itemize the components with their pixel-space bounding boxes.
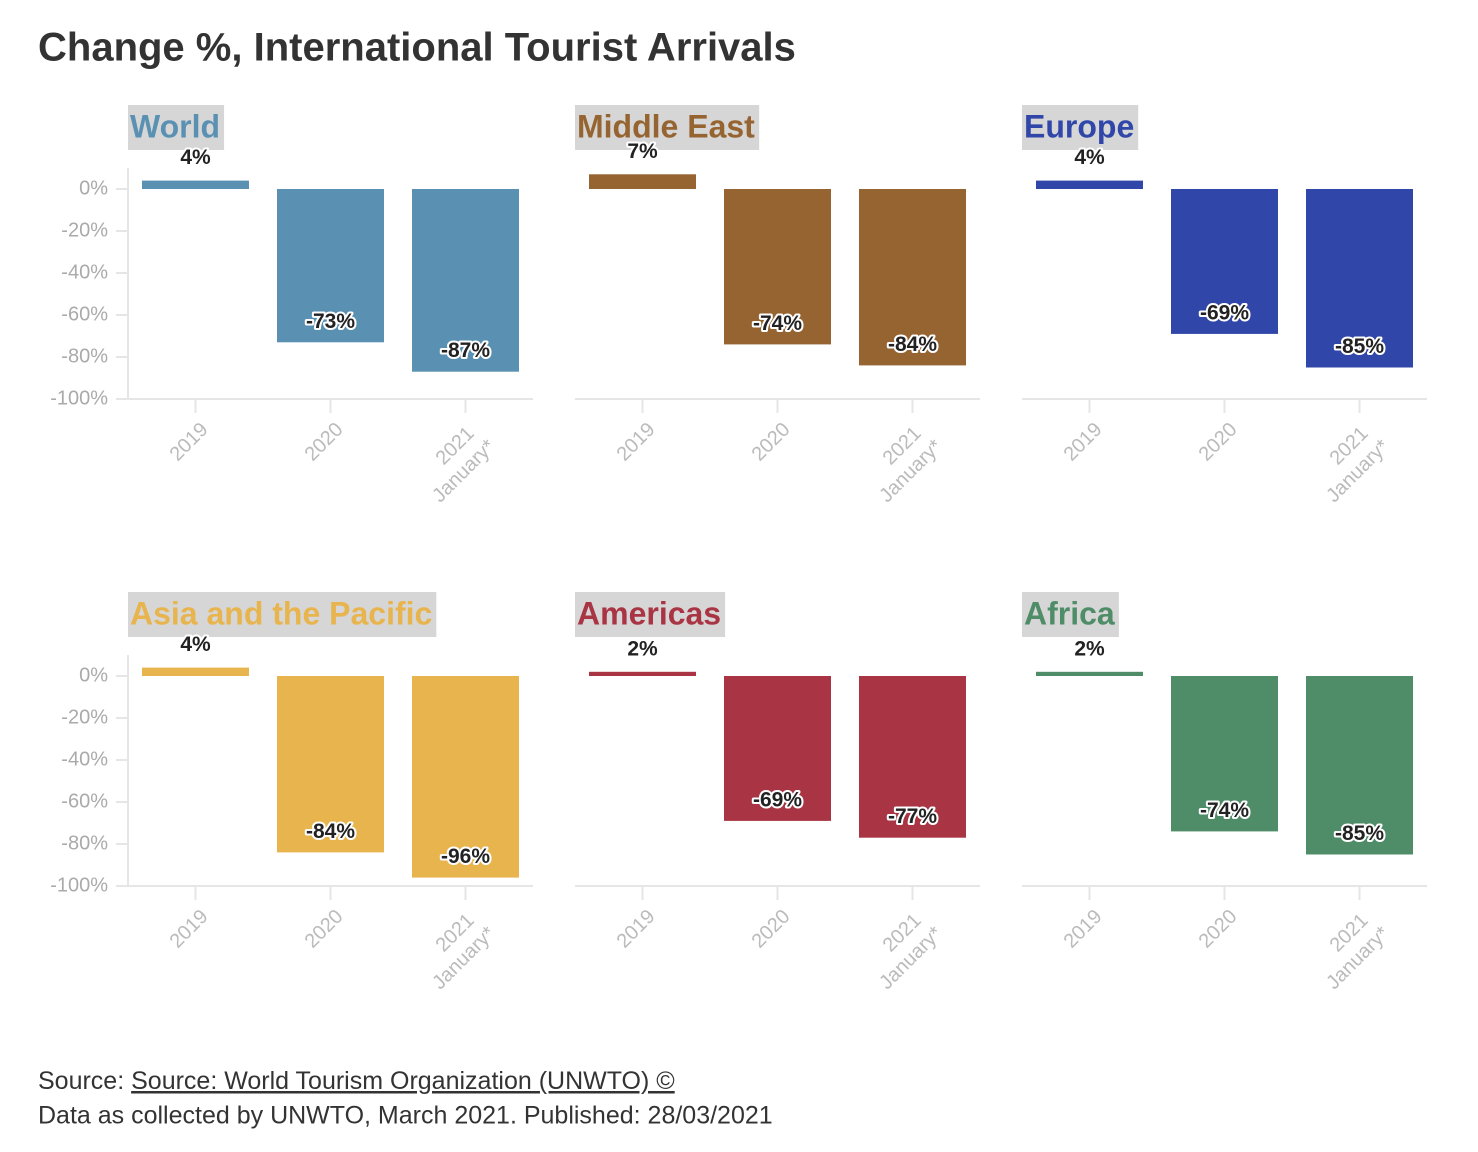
x-tick-label: 2021 January* — [1305, 419, 1393, 507]
x-tick-line: 2019 — [1060, 906, 1107, 953]
bar — [724, 676, 831, 821]
value-label: 2% — [1074, 637, 1105, 660]
bar — [1171, 189, 1278, 334]
bar — [142, 667, 249, 676]
panel-title: Africa — [1024, 595, 1115, 631]
y-tick-label: 0% — [79, 177, 108, 199]
value-label: 7% — [627, 140, 658, 163]
x-tick-label: 2019 — [1060, 906, 1107, 953]
x-tick-label: 2020 — [1195, 419, 1242, 466]
value-label: -84% — [888, 333, 937, 356]
panel-title: Middle East — [577, 108, 755, 144]
x-tick-line: 2019 — [1060, 419, 1107, 466]
x-tick-line: 2020 — [301, 419, 348, 466]
y-tick-label: -100% — [50, 387, 108, 409]
value-label: 4% — [180, 633, 211, 656]
value-label: -74% — [1200, 799, 1249, 822]
x-tick-line: 2020 — [301, 906, 348, 953]
x-tick-line: 2019 — [166, 906, 213, 953]
x-tick-label: 2021 January* — [858, 419, 946, 507]
bar — [142, 180, 249, 189]
y-tick-label: -20% — [61, 219, 108, 241]
x-tick-line: 2019 — [613, 906, 660, 953]
x-tick-label: 2019 — [613, 906, 660, 953]
value-label: -77% — [888, 805, 937, 828]
x-tick-line: 2020 — [748, 419, 795, 466]
panel-title-bg — [1022, 105, 1139, 150]
value-label: -84% — [306, 820, 355, 843]
bar — [589, 671, 696, 676]
panel-title-bg — [128, 105, 225, 150]
bar — [859, 676, 966, 838]
chart-title: Change %, International Tourist Arrivals — [38, 26, 796, 70]
x-tick-line: 2019 — [166, 419, 213, 466]
bar — [1036, 180, 1143, 189]
panel-title: Europe — [1024, 108, 1134, 144]
value-label: -96% — [441, 845, 490, 868]
bar — [412, 189, 519, 372]
bar — [1306, 676, 1413, 855]
y-tick-label: 0% — [79, 664, 108, 686]
y-tick-label: -60% — [61, 303, 108, 325]
bar — [724, 189, 831, 345]
value-label: -69% — [1200, 301, 1249, 324]
x-tick-label: 2020 — [301, 419, 348, 466]
x-tick-label: 2019 — [166, 906, 213, 953]
y-tick-label: -40% — [61, 261, 108, 283]
value-label: -85% — [1335, 822, 1384, 845]
value-label: -74% — [753, 312, 802, 335]
bar — [412, 676, 519, 878]
bar — [1306, 189, 1413, 368]
panel-title-bg — [1022, 592, 1119, 637]
x-tick-label: 2020 — [301, 906, 348, 953]
value-label: -85% — [1335, 335, 1384, 358]
panel-title: Americas — [577, 595, 721, 631]
y-tick-label: -60% — [61, 790, 108, 812]
panel-title-bg — [128, 592, 437, 637]
x-tick-line: 2020 — [1195, 906, 1242, 953]
value-label: -69% — [753, 788, 802, 811]
x-tick-label: 2020 — [1195, 906, 1242, 953]
x-tick-label: 2021 January* — [411, 419, 499, 507]
x-tick-label: 2019 — [1060, 419, 1107, 466]
source: Source: Source: World Tourism Organizati… — [38, 1067, 675, 1095]
x-tick-label: 2021 January* — [858, 906, 946, 994]
panel-title-bg — [575, 592, 726, 637]
value-label: 4% — [180, 146, 211, 169]
x-tick-line: 2020 — [748, 906, 795, 953]
note: Data as collected by UNWTO, March 2021. … — [38, 1102, 773, 1130]
value-label: -73% — [306, 310, 355, 333]
x-tick-label: 2021 January* — [411, 906, 499, 994]
value-label: 4% — [1074, 146, 1105, 169]
value-label: -87% — [441, 339, 490, 362]
x-tick-label: 2020 — [748, 906, 795, 953]
x-tick-label: 2020 — [748, 419, 795, 466]
x-tick-line: 2020 — [1195, 419, 1242, 466]
bar — [859, 189, 966, 366]
panel-title: Asia and the Pacific — [130, 595, 432, 631]
bar — [589, 174, 696, 189]
bar — [277, 189, 384, 343]
x-tick-label: 2021 January* — [1305, 906, 1393, 994]
bar — [277, 676, 384, 853]
x-tick-label: 2019 — [166, 419, 213, 466]
source-label: Source: — [38, 1067, 124, 1095]
value-label: 2% — [627, 637, 658, 660]
bar — [1036, 671, 1143, 676]
y-tick-label: -80% — [61, 345, 108, 367]
x-tick-line: 2019 — [613, 419, 660, 466]
panel-title: World — [130, 108, 220, 144]
source-link[interactable]: Source: World Tourism Organization (UNWT… — [131, 1067, 675, 1095]
y-tick-label: -80% — [61, 832, 108, 854]
y-tick-label: -40% — [61, 748, 108, 770]
y-tick-label: -100% — [50, 874, 108, 896]
y-tick-label: -20% — [61, 706, 108, 728]
x-tick-label: 2019 — [613, 419, 660, 466]
panel-title-bg — [575, 105, 760, 150]
bar — [1171, 676, 1278, 832]
